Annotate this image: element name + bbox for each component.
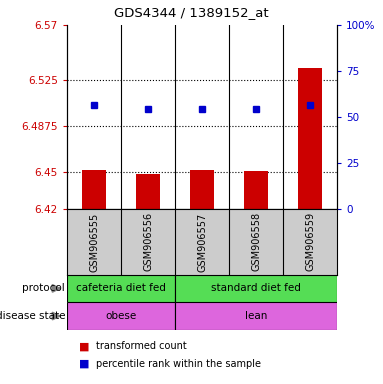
Text: disease state: disease state (0, 311, 65, 321)
Text: percentile rank within the sample: percentile rank within the sample (96, 359, 261, 369)
Bar (244, 171, 268, 209)
Bar (175, 275, 337, 302)
Text: standard diet fed: standard diet fed (211, 283, 301, 293)
Text: GSM906555: GSM906555 (89, 212, 99, 271)
Text: GSM906556: GSM906556 (143, 212, 153, 271)
Text: GDS4344 / 1389152_at: GDS4344 / 1389152_at (114, 6, 269, 19)
Bar (82, 170, 106, 209)
Text: lean: lean (245, 311, 267, 321)
Text: obese: obese (105, 311, 137, 321)
Text: GSM906557: GSM906557 (197, 212, 207, 271)
Text: transformed count: transformed count (96, 341, 187, 351)
Text: GSM906558: GSM906558 (251, 212, 261, 271)
Bar (136, 174, 160, 209)
Bar (67, 275, 175, 302)
Bar (67, 302, 175, 330)
Text: ■: ■ (79, 341, 89, 351)
Text: GSM906559: GSM906559 (305, 212, 315, 271)
Text: cafeteria diet fed: cafeteria diet fed (76, 283, 166, 293)
Bar (298, 68, 322, 209)
Text: protocol: protocol (22, 283, 65, 293)
Bar (175, 302, 337, 330)
Text: ■: ■ (79, 359, 89, 369)
Bar (190, 170, 214, 209)
